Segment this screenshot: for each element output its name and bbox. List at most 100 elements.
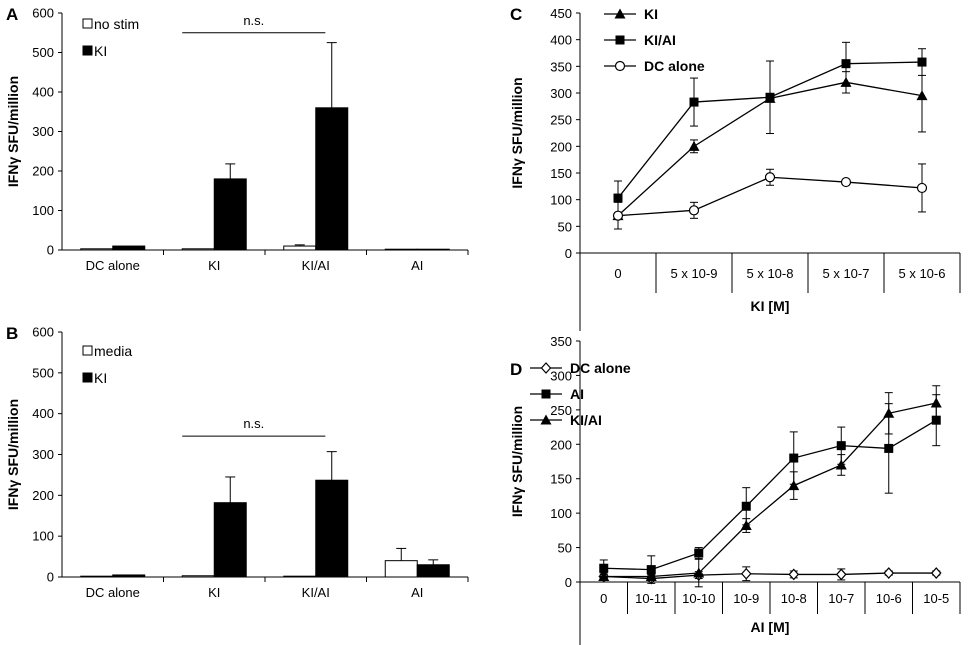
y-axis-label: IFNγ SFU/million [5, 399, 21, 510]
panel-letter: D [510, 360, 522, 379]
panel-letter: A [6, 5, 18, 24]
series-ki-ai [613, 41, 927, 216]
data-point [599, 563, 609, 573]
y-tick-label: 150 [550, 472, 572, 487]
category-label: 10-5 [923, 591, 949, 606]
category-label: 10-8 [781, 591, 807, 606]
series-ki-ai [598, 385, 942, 588]
panel-letter: C [510, 5, 522, 24]
ns-annotation: n.s. [243, 13, 264, 28]
category-label: DC alone [86, 258, 140, 273]
y-tick-label: 400 [32, 406, 54, 421]
legend-marker [540, 362, 552, 374]
y-tick-label: 200 [32, 488, 54, 503]
legend-label: KI [94, 370, 107, 386]
legend-swatch [82, 345, 93, 356]
legend-marker [614, 8, 626, 19]
legend-label: DC alone [570, 360, 631, 376]
data-point [646, 565, 656, 575]
category-label: DC alone [86, 585, 140, 600]
category-label: 10-7 [828, 591, 854, 606]
y-tick-label: 200 [550, 139, 572, 154]
legend-marker [541, 389, 551, 399]
legend-marker [614, 60, 626, 72]
bar-media [384, 560, 418, 578]
y-tick-label: 150 [550, 166, 572, 181]
bar-no-stim [384, 248, 418, 251]
bar-ki [112, 574, 146, 578]
bar-media [283, 575, 317, 578]
data-point [930, 397, 942, 408]
bar-media [80, 575, 114, 578]
data-point [835, 459, 847, 470]
legend-swatch [82, 45, 93, 56]
y-tick-label: 450 [550, 6, 572, 21]
legend-swatch [82, 372, 93, 383]
panel-a: A 0 100 200 300 400 500 600 IFNγ SFU/million DC a… [5, 5, 469, 273]
data-point [694, 548, 704, 558]
category-label: 5 x 10-7 [823, 266, 870, 281]
y-tick-label: 600 [32, 325, 54, 340]
y-tick-label: 500 [32, 45, 54, 60]
y-tick-label: 250 [550, 113, 572, 128]
panel-d: D 0 50 100 150 200 250 300 350 IFNγ SFU/million 0 1… [509, 334, 961, 645]
category-label: 5 x 10-9 [671, 266, 718, 281]
category-label: 0 [600, 591, 607, 606]
legend-label: KI [644, 6, 658, 22]
series-line [603, 572, 937, 580]
y-axis-label: IFNγ SFU/million [509, 406, 525, 517]
legend-swatch [82, 18, 93, 29]
category-label: 10-9 [733, 591, 759, 606]
series-ai [599, 394, 941, 584]
y-tick-label: 100 [32, 529, 54, 544]
y-axis-label: IFNγ SFU/million [5, 76, 21, 187]
data-point [789, 453, 799, 463]
y-tick-label: 50 [558, 219, 572, 234]
data-point [688, 205, 700, 216]
category-label: KI [208, 585, 220, 600]
y-tick-label: 400 [550, 33, 572, 48]
data-point [840, 176, 852, 188]
y-tick-label: 50 [558, 541, 572, 556]
bar-ki [416, 564, 450, 578]
category-label: KI/AI [302, 258, 330, 273]
category-label: KI [208, 258, 220, 273]
y-tick-label: 100 [550, 193, 572, 208]
y-tick-label: 350 [550, 334, 572, 349]
y-tick-label: 0 [565, 246, 572, 261]
bar-ki [112, 245, 146, 251]
legend-marker [540, 414, 552, 425]
bar-ki [213, 178, 247, 251]
panel-c: C 0 50 100 150 200 250 300 350 400 450 IFNγ SFU/mil… [509, 5, 961, 331]
category-label: 10-6 [876, 591, 902, 606]
data-point [612, 210, 624, 221]
legend-label: media [94, 343, 132, 359]
ns-annotation: n.s. [243, 416, 264, 431]
legend-label: AI [570, 386, 584, 402]
data-point [740, 520, 752, 531]
series-dc-alone [612, 163, 928, 230]
y-tick-label: 250 [550, 403, 572, 418]
bar-ki [315, 479, 349, 578]
y-tick-label: 350 [550, 59, 572, 74]
data-point [765, 92, 775, 102]
y-tick-label: 200 [550, 437, 572, 452]
legend-label: no stim [94, 16, 139, 32]
bar-ki [315, 107, 349, 251]
y-tick-label: 0 [47, 243, 54, 258]
y-tick-label: 300 [550, 368, 572, 383]
category-label: KI/AI [302, 585, 330, 600]
data-point [930, 567, 942, 579]
y-tick-label: 300 [32, 124, 54, 139]
category-label: AI [411, 258, 423, 273]
data-point [788, 480, 800, 491]
bar-no-stim [283, 245, 317, 251]
legend-label: KI/AI [570, 412, 602, 428]
y-tick-label: 0 [565, 575, 572, 590]
data-point [916, 182, 928, 194]
y-tick-label: 600 [32, 6, 54, 21]
y-tick-label: 300 [32, 447, 54, 462]
data-point [788, 568, 800, 581]
panel-b: B 0 100 200 300 400 500 600 IFNγ SFU/million DC a… [5, 324, 469, 600]
